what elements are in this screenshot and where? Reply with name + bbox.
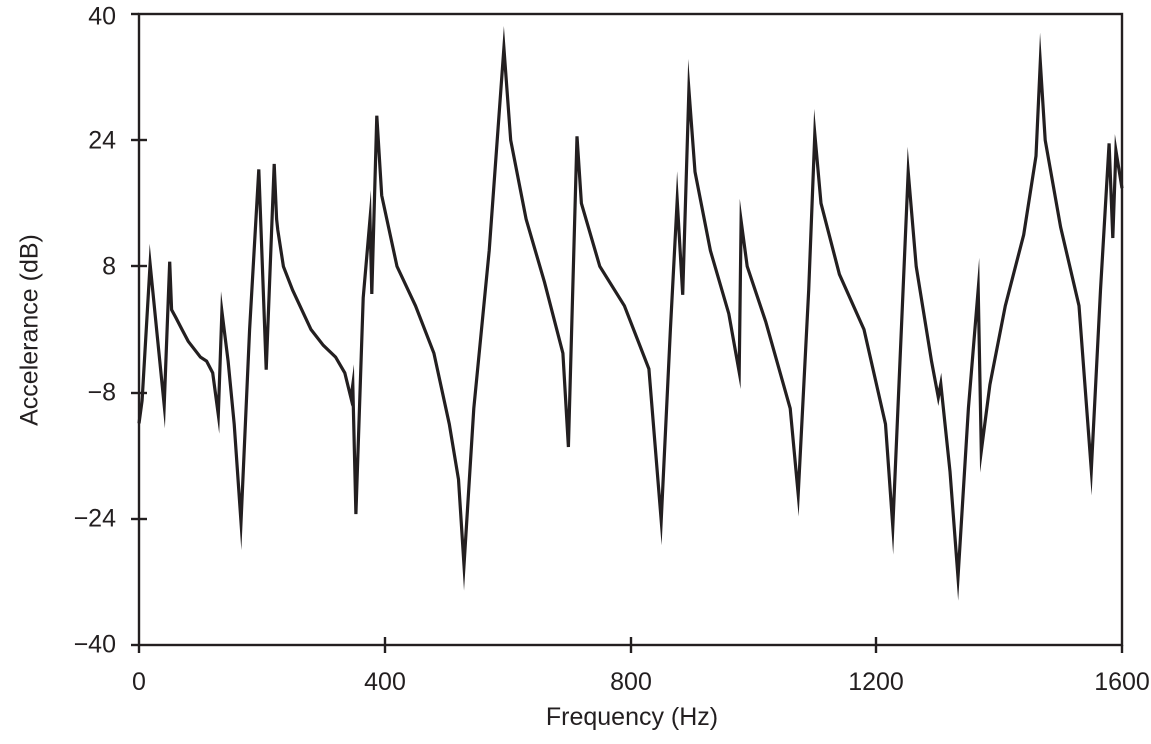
x-tick-label: 400 — [364, 668, 406, 696]
x-tick-label: 1600 — [1094, 668, 1150, 696]
y-tick-label: −8 — [87, 378, 116, 407]
x-tick-label: 800 — [610, 668, 652, 696]
x-tick-label: 1200 — [848, 668, 904, 696]
y-tick-label: 24 — [88, 126, 116, 155]
accelerance-line — [137, 25, 1124, 601]
x-axis-ticks — [137, 637, 1124, 653]
x-tick-label: 0 — [132, 668, 146, 696]
y-tick-label: 8 — [102, 252, 116, 281]
y-tick-label: 40 — [88, 2, 116, 31]
x-axis-title: Frequency (Hz) — [545, 703, 719, 731]
y-axis-ticks — [131, 12, 147, 647]
y-axis-title: Accelerance (dB) — [15, 234, 44, 426]
y-tick-label: −24 — [73, 504, 116, 533]
y-tick-label: −40 — [73, 630, 116, 659]
